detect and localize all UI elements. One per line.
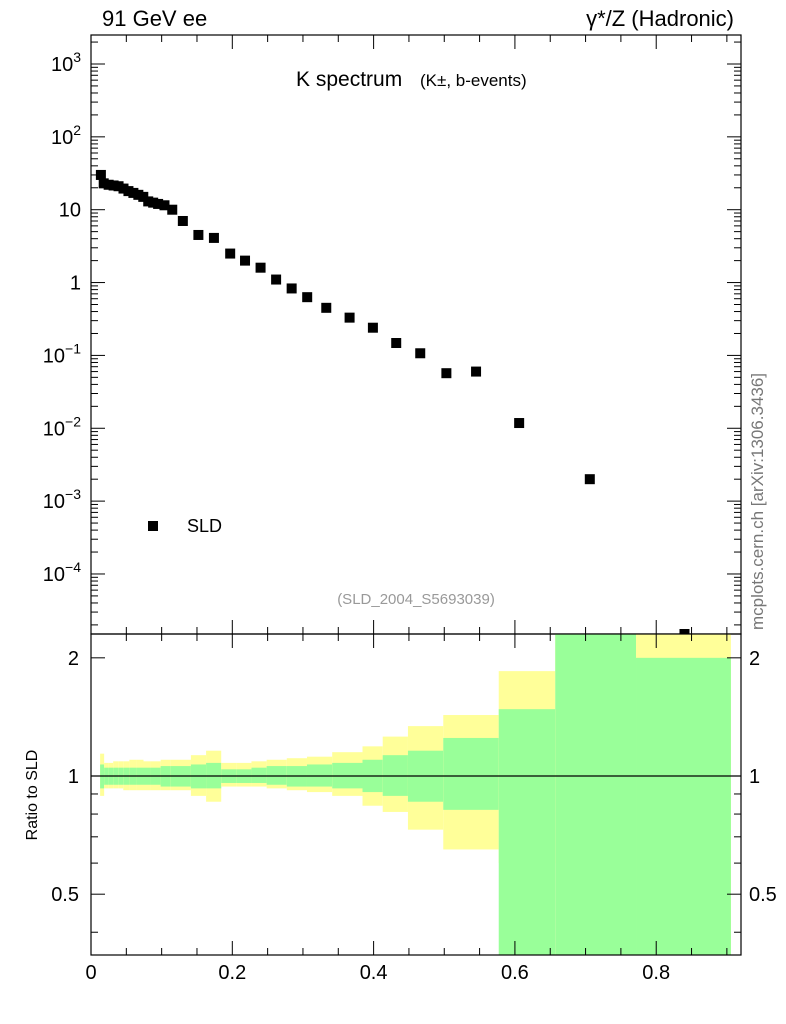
main-y-tick-label: 10−2 — [43, 413, 81, 440]
ratio-inner-band-bin — [555, 634, 637, 955]
data-point — [271, 274, 282, 285]
data-point — [95, 169, 106, 180]
header-right-label: γ*/Z (Hadronic) — [586, 6, 734, 31]
data-point — [286, 283, 297, 294]
data-point — [344, 312, 355, 323]
chart-subtitle: (K±, b-events) — [420, 71, 527, 90]
analysis-watermark: (SLD_2004_S5693039) — [337, 591, 495, 608]
data-point — [321, 302, 332, 313]
ratio-inner-band-bin — [443, 737, 499, 810]
data-point — [193, 229, 204, 240]
header-left-label: 91 GeV ee — [102, 6, 208, 31]
ratio-y-axis: 0.5 0.5 1 1 2 2 — [51, 648, 777, 933]
ratio-frame-rect — [90, 633, 742, 956]
main-plot-frame — [90, 34, 742, 635]
ratio-x-axis: 0 0.2 0.4 0.6 0.8 — [85, 634, 728, 984]
main-y-tick-label: 1 — [70, 273, 81, 295]
ratio-y-tick-label-left: 0.5 — [51, 884, 79, 906]
ratio-inner-band-bin — [498, 709, 556, 955]
ratio-y-tick-label-right: 2 — [749, 648, 760, 670]
legend-marker — [148, 521, 158, 531]
main-y-tick-label: 102 — [51, 122, 81, 149]
ratio-x-tick-label: 0 — [85, 962, 96, 984]
ratio-x-tick-label: 0.2 — [218, 962, 246, 984]
data-point — [153, 198, 164, 209]
main-y-tick-label: 10 — [59, 200, 81, 222]
data-point — [167, 204, 178, 215]
ratio-uncertainty-bands — [100, 634, 731, 955]
main-data-points — [95, 169, 690, 639]
data-point — [159, 200, 170, 211]
ratio-plot-frame — [90, 633, 742, 956]
ratio-y-tick-label-right: 0.5 — [749, 884, 777, 906]
main-y-tick-label: 103 — [51, 49, 81, 76]
main-y-tick-label: 10−4 — [43, 559, 81, 586]
data-point — [584, 474, 595, 485]
main-y-tick-label: 10−3 — [43, 486, 81, 513]
main-y-tick-label: 10−1 — [43, 340, 81, 367]
data-point — [367, 322, 378, 333]
data-point — [441, 368, 452, 379]
ratio-y-axis-label: Ratio to SLD — [24, 750, 41, 841]
ratio-inner-band-bin — [251, 767, 267, 783]
data-point — [255, 262, 266, 273]
main-frame-rect — [90, 34, 742, 635]
ratio-x-tick-label: 0.4 — [360, 962, 388, 984]
main-x-ticks — [90, 35, 728, 634]
data-point — [240, 255, 251, 266]
ratio-y-tick-label-left: 2 — [68, 648, 79, 670]
data-point — [391, 338, 402, 349]
ratio-y-tick-label-left: 1 — [68, 766, 79, 788]
data-point — [415, 348, 426, 359]
data-point — [471, 366, 482, 377]
ratio-x-tick-label: 0.8 — [642, 962, 670, 984]
data-point — [177, 215, 188, 226]
legend-label: SLD — [187, 516, 222, 536]
data-point — [208, 232, 219, 243]
data-point — [514, 418, 525, 429]
ratio-y-tick-label-right: 1 — [749, 766, 760, 788]
chart-title: K spectrum — [296, 68, 402, 91]
data-point — [302, 292, 313, 303]
ratio-x-tick-label: 0.6 — [501, 962, 529, 984]
data-point — [225, 248, 236, 259]
ratio-inner-band-bin — [636, 657, 731, 955]
